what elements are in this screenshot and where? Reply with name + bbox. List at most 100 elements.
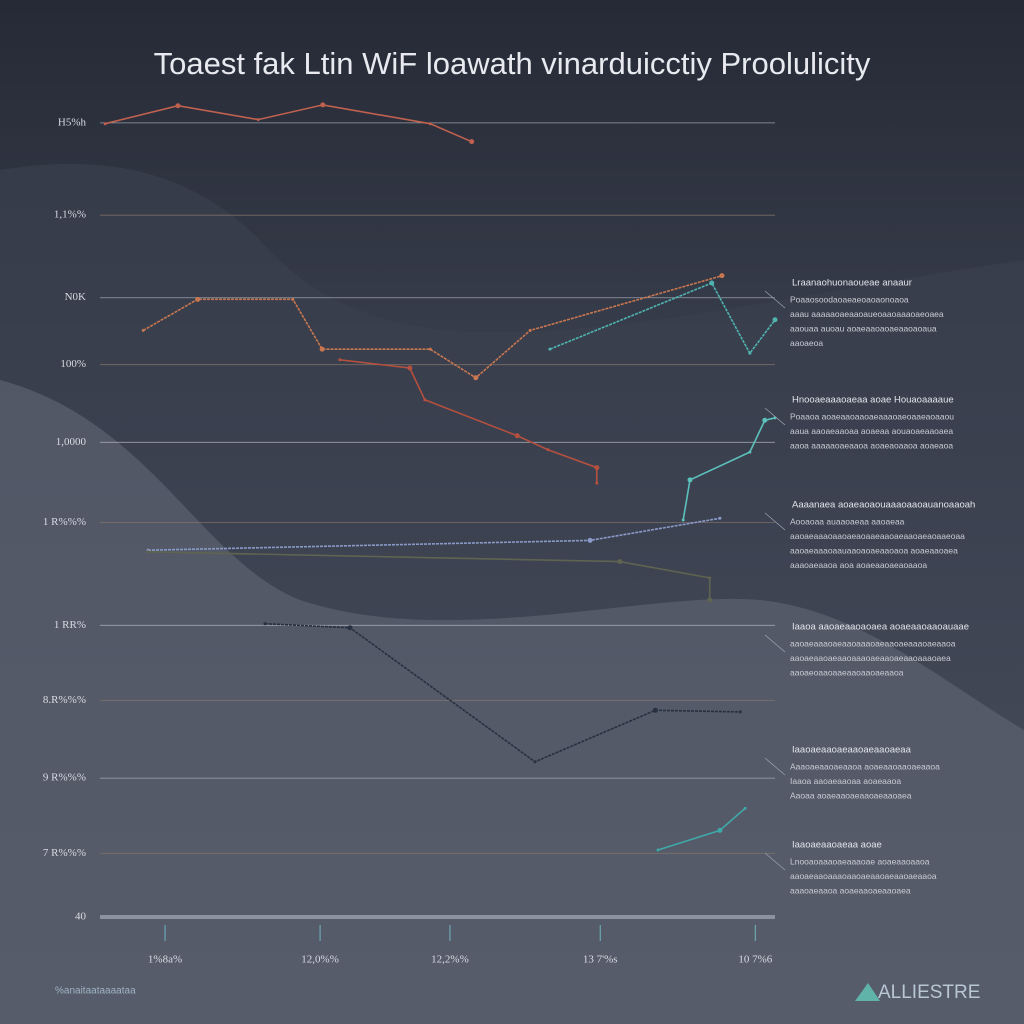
data-point — [719, 273, 725, 279]
annotation-connector — [764, 634, 786, 653]
data-point — [652, 707, 658, 713]
data-point — [428, 347, 432, 351]
annotation-connector — [764, 290, 786, 309]
data-point — [320, 102, 326, 108]
data-point — [473, 375, 479, 381]
data-point — [338, 358, 342, 362]
data-point — [709, 280, 715, 286]
y-tick-label: 8.R%%% — [43, 694, 86, 706]
plot-area: 40 7 R%%% 9 R%%% 8.R%%% 1 RR% 1 R%%% 1,0000 100… — [43, 102, 778, 966]
y-tick-label: 9 R%%% — [43, 772, 86, 784]
annotation-heading: Iaaoaeaaoaeaaoaeaaoaeaa — [792, 745, 912, 756]
annotation-connector — [764, 407, 786, 426]
data-point — [772, 317, 778, 323]
y-tick-label: 1 R%%% — [43, 516, 86, 528]
annotation-connector — [764, 852, 786, 871]
annotation-heading: Iaaoa aaoaeaaoaoaea aoaeaaoaaoauaae — [792, 622, 969, 633]
data-point — [146, 550, 150, 554]
y-tick-label: N0K — [65, 291, 86, 303]
y-tick-label: 40 — [75, 911, 87, 923]
data-point — [347, 625, 353, 631]
annotation-line: aaoaeaaaoaeaaoaaaoaeaaoaeaaaoaeaaoa — [790, 638, 956, 648]
y-tick-label: 1,1%% — [54, 209, 86, 221]
data-point — [528, 328, 532, 332]
series-line — [105, 104, 473, 143]
footer-note: %anaitaataaaataa — [55, 986, 136, 997]
annotation-connector — [764, 757, 786, 776]
x-tick-label: 12,0%% — [301, 954, 339, 966]
annotation-line: Poaaoa aoaeaaoaaoaeaaaoaeoaaeaoaaou — [790, 411, 954, 421]
data-point — [291, 297, 295, 301]
annotation-line: aaoaeaaoaaaoaaoaeaaoaeaaoaeaaoa — [790, 871, 937, 881]
x-tick-label: 13 7'%s — [583, 954, 618, 966]
data-point — [748, 351, 752, 355]
data-point — [707, 597, 713, 603]
annotation-heading: Lraanaohuonaoueae anaaur — [792, 278, 912, 289]
annotation-line: aaoaeoa — [790, 338, 823, 348]
annotation-line: aaua aaoaeaaoaa aoaeaa aouaoaeaaoaea — [790, 426, 953, 436]
y-tick-label: 7 R%%% — [43, 847, 86, 859]
data-point — [428, 122, 432, 126]
annotation-line: aaoaeaaaoaaoaeaoaaeaaoaeaaoaeaoaaeoaa — [790, 531, 965, 541]
data-point — [687, 477, 693, 483]
data-point — [514, 433, 520, 439]
annotation-line: aaouaa auoau aoaeaaoaoaeaaoaoaua — [790, 323, 937, 333]
data-point — [256, 118, 260, 122]
data-point — [407, 365, 413, 371]
series-line — [147, 551, 711, 600]
data-point — [717, 827, 723, 833]
data-point — [548, 347, 552, 351]
annotation-line: Lnooaoaaaoaeaaaoae aoaeaaoaaoa — [790, 856, 930, 866]
y-tick-label: H5%h — [58, 116, 87, 128]
data-point — [546, 448, 550, 452]
data-point — [718, 516, 722, 520]
brand: ALLIESTRE — [878, 982, 980, 1003]
x-tick-label: 12,2%% — [431, 954, 469, 966]
annotation-line: aaoa aaaaaoaeaaoa aoaeaoaaoa aoaeaoa — [790, 440, 953, 450]
chart-title: Toaest fak Ltin WiF loawath vinarduiccti… — [154, 46, 871, 81]
annotation-line: aaoaeaaoaeaaoaaaoaeaaoaeaaoaaaoaea — [790, 653, 951, 663]
annotation-line: aaaoaeaaoa aoaeaaoaeaaoaea — [790, 885, 911, 895]
data-point — [263, 622, 267, 626]
data-point — [617, 559, 623, 565]
y-tick-label: 100% — [60, 358, 86, 370]
data-point — [656, 848, 660, 852]
data-point — [423, 398, 427, 402]
annotation-line: Poaaosoodaoaeaeoaoaonoaoa — [790, 294, 909, 304]
annotation-heading: Hnooaeaaaoaeaa aoae Houaoaaaaue — [792, 395, 954, 406]
data-point — [319, 346, 325, 352]
annotation-line: aaau aaaaaoaeaaoaueoaaoaaaoaeoaea — [790, 309, 944, 319]
annotation-heading: Iaaoaeaaoaeaa aoae — [792, 840, 882, 851]
data-point — [738, 710, 742, 714]
annotation-connector — [764, 512, 786, 531]
data-point — [103, 122, 107, 126]
data-point — [175, 103, 181, 109]
annotation-line: Aaaoaeaaoaeaaoa aoaeaaoaaoaeaaoa — [790, 761, 940, 771]
data-point — [762, 417, 768, 423]
annotation-line: aaoaeaaaoaauaaoaoaeaaoaoa aoaeaaoaea — [790, 545, 958, 555]
data-point — [681, 518, 685, 522]
series-line — [549, 281, 776, 355]
data-point — [594, 465, 600, 471]
data-point — [595, 481, 599, 485]
y-tick-label: 1,0000 — [56, 436, 87, 448]
brand-logo — [855, 983, 880, 1001]
data-point — [743, 806, 747, 810]
series-line — [142, 274, 723, 379]
annotation-heading: Aaaanaea aoaeaoaouaaaoaaoauanoaaoah — [792, 500, 975, 511]
data-point — [708, 576, 712, 580]
x-tick-label: 1%8a% — [148, 954, 182, 966]
annotation-line: Aooaoaa auaaoaeaa aaoaeaa — [790, 516, 905, 526]
annotation-line: aaoaeoaaoaaeaaoaaoaeaaoa — [790, 667, 904, 677]
data-point — [533, 760, 537, 764]
x-tick-label: 10 7%6 — [738, 954, 772, 966]
y-tick-label: 1 RR% — [54, 619, 86, 631]
background-wave — [0, 380, 1024, 1024]
data-point — [141, 328, 145, 332]
annotation-line: Aaoaa aoaeaaoaeaaoaeaaoaea — [790, 790, 912, 800]
data-point — [469, 139, 475, 145]
annotation-line: aaaoaeaaoa aoa aoaeaaoaeaoaaoa — [790, 560, 927, 570]
data-point — [587, 537, 593, 543]
